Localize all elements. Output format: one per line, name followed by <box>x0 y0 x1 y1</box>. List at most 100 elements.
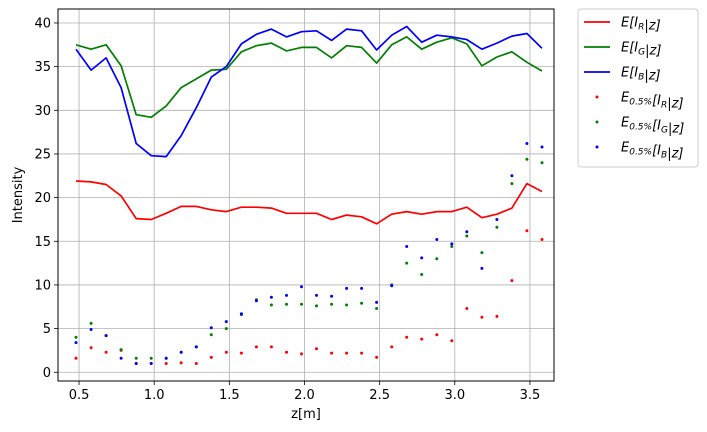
data-point <box>345 286 349 290</box>
data-point <box>495 225 499 229</box>
x-tick-label: 0.5 <box>69 388 90 403</box>
data-point <box>420 337 424 341</box>
data-point <box>480 315 484 319</box>
data-point <box>194 362 198 365</box>
data-point <box>179 350 183 354</box>
data-point <box>300 285 303 289</box>
data-point <box>315 304 318 308</box>
y-tick-label: 35 <box>34 60 51 75</box>
data-point <box>330 351 334 355</box>
data-point <box>480 266 484 270</box>
legend-label: E[IG|z] <box>621 41 661 59</box>
data-point <box>525 157 529 161</box>
plot-frame <box>57 8 555 382</box>
data-point <box>465 234 469 238</box>
legend-item: E[IG|z] <box>584 41 661 59</box>
data-point <box>269 303 273 307</box>
series-5 <box>74 142 544 365</box>
data-point <box>375 355 379 359</box>
data-point <box>269 345 273 349</box>
data-point <box>89 321 93 325</box>
legend: E[IR|z] E[IG|z] E[IB|z] E0.5%[IR|z] E0.5%[IG… <box>577 8 699 168</box>
data-point <box>405 245 409 248</box>
data-point <box>209 326 213 330</box>
data-point <box>89 346 93 350</box>
legend-label: E0.5%[IG|z] <box>621 116 684 137</box>
data-point <box>495 218 499 221</box>
series-2 <box>75 25 543 158</box>
data-point <box>435 333 439 337</box>
data-point <box>540 161 544 165</box>
x-tick-label: 2.0 <box>294 388 315 403</box>
legend-label: E[IR|z] <box>621 16 661 34</box>
data-point <box>360 351 364 355</box>
data-point <box>285 302 288 306</box>
data-point <box>480 251 484 255</box>
y-tick-label: 10 <box>34 278 51 293</box>
data-point <box>134 356 138 360</box>
y-tick-label: 25 <box>34 147 51 162</box>
data-point <box>300 302 303 306</box>
data-point <box>194 345 198 349</box>
legend-label: E0.5%[IR|z] <box>621 91 684 112</box>
y-tick-label: 15 <box>34 235 51 250</box>
data-point <box>164 356 168 360</box>
data-point <box>104 350 108 354</box>
data-point <box>435 257 439 261</box>
data-point <box>179 361 183 365</box>
data-point <box>465 307 469 310</box>
data-point <box>495 314 499 318</box>
x-tick-label: 2.5 <box>369 388 390 403</box>
data-point <box>435 238 439 241</box>
data-point <box>209 333 213 337</box>
data-point <box>540 238 544 241</box>
legend-point-swatch <box>595 120 599 124</box>
legend-item: E0.5%[IR|z] <box>595 91 684 112</box>
data-point <box>89 328 93 331</box>
data-point <box>525 142 529 145</box>
data-point <box>405 261 409 265</box>
y-axis-label: Intensity <box>11 166 26 223</box>
data-point <box>510 174 514 178</box>
data-point <box>224 350 228 354</box>
y-axis-ticks: 0 5 10 15 20 25 30 35 40 <box>34 16 58 381</box>
legend-point-swatch <box>595 145 599 149</box>
data-point <box>119 348 123 352</box>
legend-label: E[IB|z] <box>621 66 661 84</box>
data-point <box>360 301 364 305</box>
data-point <box>74 335 78 339</box>
data-point <box>360 286 364 290</box>
data-point <box>375 307 379 310</box>
data-point <box>450 242 454 246</box>
y-tick-label: 0 <box>43 366 51 381</box>
grid-lines <box>58 9 554 381</box>
legend-item: E[IR|z] <box>584 16 661 34</box>
data-point <box>209 355 213 359</box>
legend-label: E0.5%[IB|z] <box>621 141 683 162</box>
data-point <box>345 303 349 307</box>
data-point <box>315 293 318 297</box>
data-point <box>285 293 288 297</box>
x-tick-label: 1.0 <box>144 388 165 403</box>
data-point <box>420 273 424 276</box>
data-point <box>224 320 228 324</box>
data-point <box>525 229 529 233</box>
x-tick-label: 1.5 <box>219 388 240 403</box>
data-point <box>510 279 514 283</box>
data-point <box>149 362 153 365</box>
legend-item: E0.5%[IB|z] <box>595 141 683 162</box>
data-point <box>254 299 258 303</box>
data-point <box>540 145 544 149</box>
legend-item: E[IB|z] <box>584 66 661 84</box>
y-tick-label: 5 <box>43 322 51 337</box>
data-point <box>330 302 334 306</box>
x-tick-label: 3.0 <box>444 388 465 403</box>
data-point <box>134 362 138 365</box>
series-0 <box>75 180 543 225</box>
y-tick-label: 40 <box>34 16 51 31</box>
data-point <box>239 312 243 316</box>
data-point <box>405 335 409 339</box>
data-point <box>420 256 424 260</box>
plot-series <box>74 25 544 365</box>
